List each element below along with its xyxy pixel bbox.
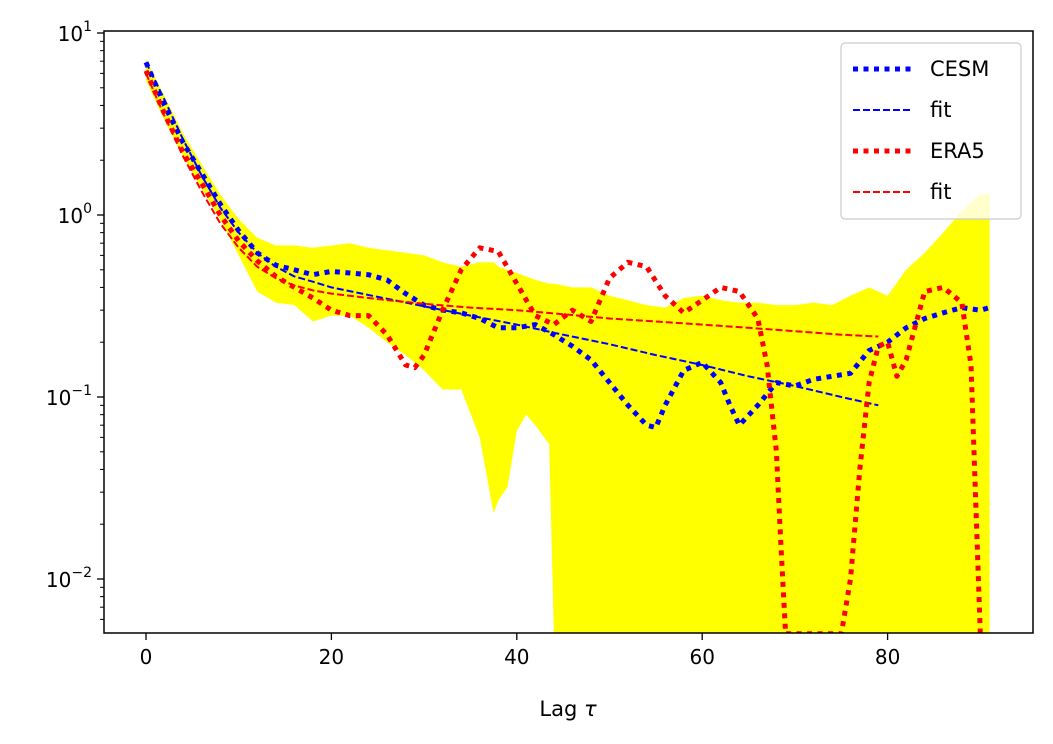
- series-line-era5-fit: [145, 73, 879, 338]
- x-tick-label: 0: [140, 645, 153, 669]
- x-tick-label: 40: [504, 645, 529, 669]
- y-tick-label: 101: [58, 19, 92, 46]
- legend-label: ERA5: [930, 139, 985, 163]
- legend-label: fit: [930, 98, 951, 122]
- legend-label: CESM: [930, 57, 989, 81]
- series-layer: [143, 61, 991, 633]
- x-tick-label: 60: [689, 645, 714, 669]
- legend-box: [840, 42, 1022, 220]
- legend: CESM fit ERA5 fit: [840, 42, 1022, 220]
- series-line-cesm: [143, 61, 991, 430]
- y-tick-label: 100: [58, 201, 92, 228]
- series-line-era5: [143, 69, 983, 633]
- y-tick-label: 10−2: [46, 565, 92, 592]
- x-tick-label: 20: [319, 645, 344, 669]
- legend-label: fit: [930, 180, 951, 204]
- plot-frame: [103, 30, 1034, 634]
- y-axis-ticks: 101 100 10−1 10−2: [46, 19, 104, 620]
- x-axis-ticks: 0 20 40 60 80: [140, 633, 900, 669]
- x-axis-label: Lag τ: [539, 697, 597, 721]
- series-line-cesm-fit: [145, 61, 879, 407]
- x-tick-label: 80: [875, 645, 900, 669]
- y-tick-label: 10−1: [46, 383, 92, 410]
